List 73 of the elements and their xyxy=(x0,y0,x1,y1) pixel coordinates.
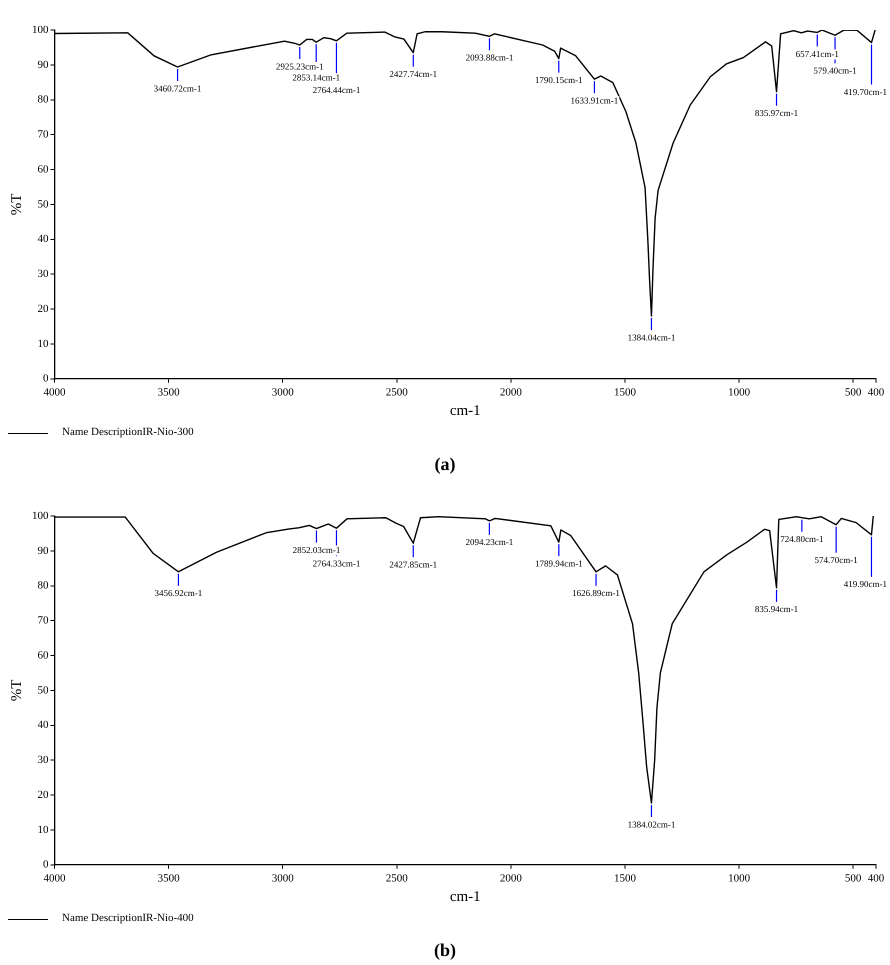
annotation: 1633.91cm-1 xyxy=(570,96,618,106)
x-axis-title: cm-1 xyxy=(450,888,481,905)
y-tick-label: 80 xyxy=(38,94,49,106)
annotation: 1789.94cm-1 xyxy=(534,558,583,569)
y-tick-label: 40 xyxy=(38,233,49,246)
annotation: 835.94cm-1 xyxy=(754,604,798,614)
annotation: 835.97cm-1 xyxy=(754,108,798,118)
y-tick-label: 10 xyxy=(38,824,49,836)
annotation: 419.70cm-1 xyxy=(844,86,888,97)
annotation: 1384.02cm-1 xyxy=(628,819,676,830)
annotation: 2925.23cm-1 xyxy=(276,61,324,72)
annotation: 3456.92cm-1 xyxy=(154,588,202,598)
x-tick-label: 3000 xyxy=(272,872,294,884)
y-tick-label: 0 xyxy=(43,858,49,871)
y-tick-label: 30 xyxy=(38,268,49,280)
y-tick-label: 40 xyxy=(38,719,49,732)
annotation: 2764.33cm-1 xyxy=(312,558,360,569)
annotation: 574.70cm-1 xyxy=(814,555,858,566)
y-tick-label: 50 xyxy=(38,198,49,210)
annotation: 579.40cm-1 xyxy=(813,66,857,76)
annotation: 419.90cm-1 xyxy=(844,579,888,590)
y-tick-label: 10 xyxy=(38,338,49,350)
x-tick-label: 400 xyxy=(868,386,885,398)
legend-label: Name DescriptionIR-Nio-300 xyxy=(62,425,195,440)
y-tick-label: 80 xyxy=(38,580,49,592)
y-tick-label: 90 xyxy=(38,58,49,71)
x-axis-title: cm-1 xyxy=(450,402,481,419)
x-tick-label: 3500 xyxy=(158,872,180,884)
y-tick-label: 60 xyxy=(38,163,49,176)
annotation: 2427.85cm-1 xyxy=(389,560,438,570)
x-tick-label: 2000 xyxy=(500,386,522,398)
x-tick-label: 400 xyxy=(868,872,885,884)
y-tick-label: 20 xyxy=(38,302,49,315)
x-tick-label: 1500 xyxy=(614,386,636,398)
y-tick-label: 90 xyxy=(38,544,49,557)
x-tick-label: 2500 xyxy=(386,872,408,884)
x-tick-label: 500 xyxy=(844,872,862,884)
y-tick-label: 0 xyxy=(43,372,49,385)
annotation: 1626.89cm-1 xyxy=(572,588,620,598)
annotation: 657.41cm-1 xyxy=(796,48,839,59)
x-tick-label: 3000 xyxy=(272,386,294,398)
x-tick-label: 4000 xyxy=(44,872,66,884)
annotation: 1790.15cm-1 xyxy=(534,74,583,85)
text: (b) xyxy=(433,940,457,962)
annotation: 2093.88cm-1 xyxy=(466,52,514,63)
x-tick-label: 500 xyxy=(844,386,862,398)
y-tick-label: 60 xyxy=(38,649,49,662)
annotation: 2094.23cm-1 xyxy=(466,537,514,548)
y-tick-label: 50 xyxy=(38,684,49,696)
y-tick-label: 70 xyxy=(38,128,49,141)
x-tick-label: 1500 xyxy=(614,872,636,884)
x-tick-label: 1000 xyxy=(728,872,751,884)
annotation: 1384.04cm-1 xyxy=(628,332,676,342)
y-tick-label: 20 xyxy=(38,788,49,801)
y-axis-title: %T xyxy=(8,680,25,702)
text: (a) xyxy=(434,454,456,476)
y-tick-label: 100 xyxy=(32,24,49,36)
annotation: 2852.03cm-1 xyxy=(292,544,340,555)
y-tick-label: 30 xyxy=(38,754,49,766)
x-tick-label: 4000 xyxy=(44,386,66,398)
annotation: 2853.14cm-1 xyxy=(292,72,340,83)
legend-label: Name DescriptionIR-Nio-400 xyxy=(62,911,195,926)
annotation: 2764.44cm-1 xyxy=(312,85,360,96)
y-axis-title: %T xyxy=(8,194,25,216)
y-tick-label: 70 xyxy=(38,614,49,627)
x-tick-label: 2000 xyxy=(500,872,522,884)
x-tick-label: 3500 xyxy=(158,386,180,398)
annotation: 2427.74cm-1 xyxy=(389,69,438,80)
x-tick-label: 1000 xyxy=(728,386,751,398)
annotation: 724.80cm-1 xyxy=(780,534,824,544)
x-tick-label: 2500 xyxy=(386,386,408,398)
y-tick-label: 100 xyxy=(32,510,49,522)
annotation: 3460.72cm-1 xyxy=(154,83,202,94)
